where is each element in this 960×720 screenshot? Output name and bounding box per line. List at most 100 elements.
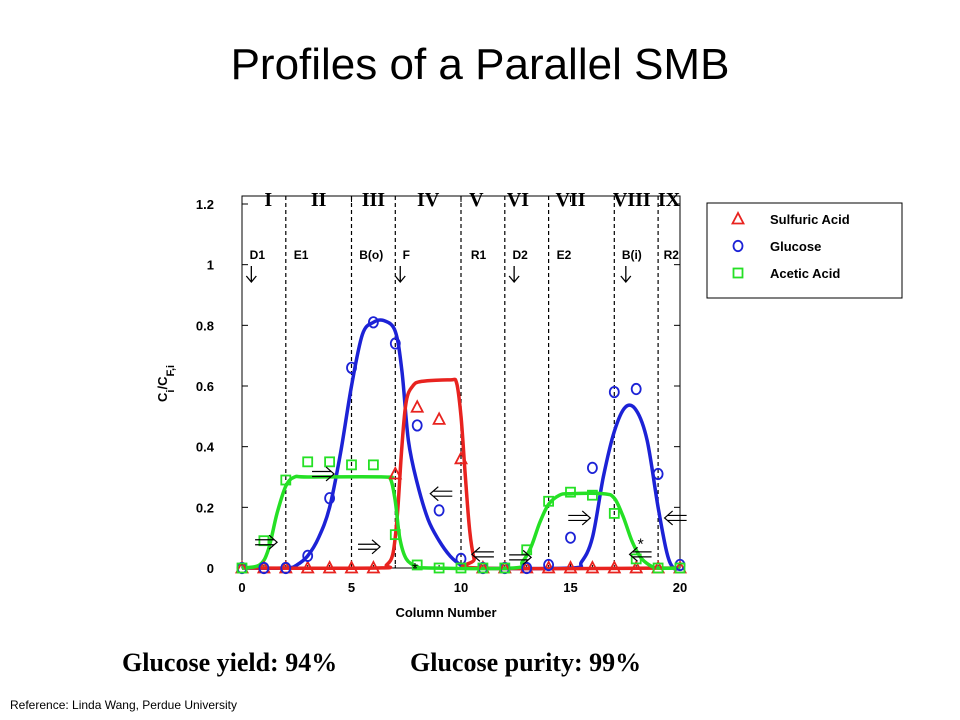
point-glucose-19 [652,467,664,481]
port-label-2: E1 [294,248,309,262]
port-down-arrow-icon-1 [245,266,257,284]
flow-double-arrow-icon-2 [312,466,335,482]
point-acetic-acid-18 [630,553,642,565]
zone-label-2: II [311,189,327,211]
y-tick-label-5: 1 [207,258,214,273]
legend-label-glucose: Glucose [770,239,821,254]
point-acetic-acid-16 [587,489,598,501]
svg-text:Ci/CF,i: Ci/CF,i [155,365,177,402]
flow-double-arrow-icon-7 [568,510,592,526]
flow-double-arrow-icon-8 [628,546,652,562]
point-glucose-13 [521,561,533,575]
point-sulfuric-acid-9 [432,411,447,425]
zone-label-6: VI [507,189,529,211]
point-sulfuric-acid-14 [541,560,556,574]
point-sulfuric-acid-15 [563,560,578,574]
star-mark-icon-1: * [412,561,418,578]
series-line-sulfuric-acid [241,377,681,571]
y-label-i: i [165,390,177,393]
y-label-fi: F,i [165,365,177,377]
point-acetic-acid-6 [367,459,379,471]
flow-double-arrow-icon-5 [470,546,494,562]
point-acetic-acid-17 [608,507,620,519]
point-glucose-15 [565,531,576,544]
point-sulfuric-acid-3 [300,560,315,574]
port-down-arrow-icon-4 [394,266,406,284]
y-tick-label-2: 0.4 [196,440,215,455]
point-acetic-acid-14 [543,495,554,507]
y-tick-label-6: 1.2 [196,197,214,212]
zone-label-5: V [469,189,484,211]
flow-double-arrow-icon-4 [429,486,453,502]
port-down-arrow-icon-8 [620,266,632,284]
point-glucose-14 [543,558,554,572]
y-label-c: C [155,392,170,402]
point-sulfuric-acid-18 [629,560,644,574]
port-label-4: F [403,248,410,262]
point-sulfuric-acid-16 [585,560,600,574]
port-label-9: R2 [664,248,680,262]
series-line-glucose [241,318,681,571]
y-tick-label-1: 0.2 [196,500,214,515]
port-label-6: D2 [512,248,528,262]
zone-label-8: VIII [613,189,651,211]
point-glucose-9 [433,504,445,517]
flow-double-arrow-icon-9 [663,510,687,526]
y-label-cf: /C [155,376,170,390]
point-sulfuric-acid-6 [366,560,381,574]
glucose-purity: Glucose purity: 99% [410,648,642,677]
point-glucose-3 [302,549,314,562]
glucose-yield: Glucose yield: 94% [122,648,338,677]
series-line-acetic-acid [241,474,681,571]
legend-marker-glucose [732,239,744,253]
zone-label-3: III [362,189,386,211]
point-acetic-acid-7 [389,529,401,541]
zone-label-9: IX [658,189,681,211]
x-axis-label: Column Number [395,605,496,620]
point-acetic-acid-19 [652,562,664,574]
zone-label-1: I [264,189,272,211]
point-acetic-acid-3 [302,456,314,468]
legend-label-sulfuric-acid: Sulfuric Acid [770,212,850,227]
zone-label-4: IV [417,189,440,211]
legend-marker-sulfuric-acid [731,211,745,225]
point-glucose-8 [411,419,423,432]
point-glucose-16 [587,461,598,474]
slide-title: Profiles of a Parallel SMB [230,40,730,89]
point-acetic-acid-11 [477,562,489,574]
point-sulfuric-acid-7 [388,466,403,480]
legend-marker-acetic-acid [732,267,744,279]
y-tick-label-3: 0.6 [196,379,214,394]
point-acetic-acid-10 [455,562,467,574]
y-tick-label-0: 0 [207,561,214,576]
point-glucose-7 [389,337,401,350]
y-axis-label: Ci/CF,i [155,365,177,402]
point-sulfuric-acid-8 [410,399,425,413]
point-acetic-acid-12 [499,562,511,574]
flow-double-arrow-icon-3 [358,539,381,555]
point-sulfuric-acid-17 [607,560,622,574]
point-glucose-17 [608,385,620,399]
point-acetic-acid-4 [324,456,336,468]
x-tick-label-0: 0 [238,580,245,595]
point-acetic-acid-0 [236,562,248,574]
legend-label-acetic-acid: Acetic Acid [770,266,840,281]
point-sulfuric-acid-4 [322,560,337,574]
port-label-3: B(o) [359,248,383,262]
port-label-1: D1 [250,248,266,262]
point-sulfuric-acid-5 [344,560,359,574]
point-acetic-acid-20 [674,562,686,574]
port-label-8: B(i) [622,248,642,262]
port-down-arrow-icon-6 [508,266,520,284]
point-acetic-acid-5 [346,459,357,471]
star-mark-icon-2: * [637,537,643,554]
point-glucose-2 [280,561,292,575]
point-glucose-6 [367,316,379,329]
point-acetic-acid-1 [258,535,270,547]
point-glucose-1 [258,561,270,575]
point-glucose-5 [346,361,357,374]
point-acetic-acid-2 [280,474,292,486]
x-tick-label-3: 15 [563,580,577,595]
port-label-7: E2 [557,248,572,262]
